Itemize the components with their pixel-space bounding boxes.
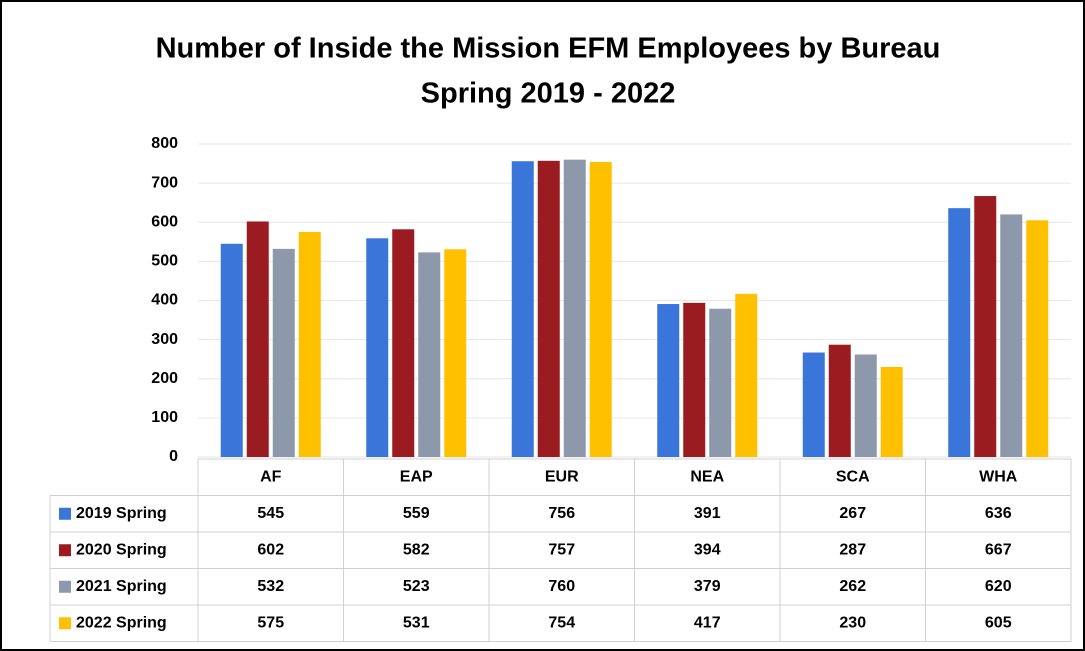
legend-label: 2019 Spring (76, 505, 167, 522)
y-tick-label: 700 (151, 174, 178, 191)
bar (537, 160, 560, 458)
table-cell: 602 (257, 541, 284, 558)
table-cell: 667 (985, 541, 1012, 558)
legend-label: 2021 Spring (76, 578, 167, 595)
x-tick-label: WHA (979, 468, 1018, 485)
bar (854, 354, 877, 457)
bar (246, 221, 269, 457)
legend-swatch (59, 580, 71, 593)
bar (392, 229, 415, 457)
bar (366, 238, 389, 457)
bar (563, 159, 586, 457)
table-cell: 605 (985, 614, 1012, 631)
bar (683, 302, 706, 457)
bar (1000, 214, 1023, 457)
table-cell: 756 (548, 505, 575, 522)
legend-label: 2020 Spring (76, 541, 167, 558)
y-tick-label: 600 (151, 213, 178, 230)
y-tick-label: 500 (151, 253, 178, 270)
bar (272, 248, 295, 457)
bar (735, 293, 758, 457)
chart-title: Number of Inside the Mission EFM Employe… (156, 33, 941, 65)
x-tick-label: SCA (836, 468, 870, 485)
x-tick-label: EAP (400, 468, 433, 485)
table-cell: 636 (985, 505, 1012, 522)
bar (298, 232, 321, 457)
legend-swatch (59, 507, 71, 520)
bar (444, 249, 467, 457)
bar (1026, 220, 1049, 457)
x-tick-label: NEA (690, 468, 724, 485)
y-tick-label: 200 (151, 370, 178, 387)
bar (589, 161, 612, 457)
bar (709, 308, 732, 457)
bar (220, 243, 243, 457)
table-cell: 531 (403, 614, 430, 631)
bar (948, 208, 971, 457)
chart-subtitle: Spring 2019 - 2022 (421, 78, 676, 110)
bar (880, 367, 903, 457)
y-tick-label: 800 (151, 135, 178, 152)
legend-swatch (59, 544, 71, 557)
legend-label: 2022 Spring (76, 614, 167, 631)
table-cell: 523 (403, 578, 430, 595)
table-cell: 287 (839, 541, 866, 558)
table-cell: 757 (548, 541, 575, 558)
table-cell: 267 (839, 505, 866, 522)
bar (418, 252, 441, 457)
table-cell: 532 (257, 578, 284, 595)
y-tick-label: 100 (151, 409, 178, 426)
legend-swatch (59, 617, 71, 630)
table-cell: 760 (548, 578, 575, 595)
bar (802, 352, 825, 457)
x-tick-label: EUR (545, 468, 579, 485)
x-tick-label: AF (260, 468, 282, 485)
table-cell: 394 (694, 541, 721, 558)
table-cell: 417 (694, 614, 721, 631)
table-cell: 545 (257, 505, 284, 522)
table-cell: 262 (839, 578, 866, 595)
bar (974, 196, 997, 457)
y-tick-label: 0 (169, 448, 178, 465)
table-cell: 379 (694, 578, 721, 595)
table-cell: 575 (257, 614, 284, 631)
table-cell: 620 (985, 578, 1012, 595)
table-cell: 230 (839, 614, 866, 631)
bar (828, 344, 851, 457)
table-cell: 391 (694, 505, 721, 522)
table-cell: 559 (403, 505, 430, 522)
table-cell: 582 (403, 541, 430, 558)
y-tick-label: 300 (151, 331, 178, 348)
table-cell: 754 (548, 614, 575, 631)
bar (657, 304, 680, 457)
y-tick-label: 400 (151, 292, 178, 309)
bar (511, 161, 534, 457)
